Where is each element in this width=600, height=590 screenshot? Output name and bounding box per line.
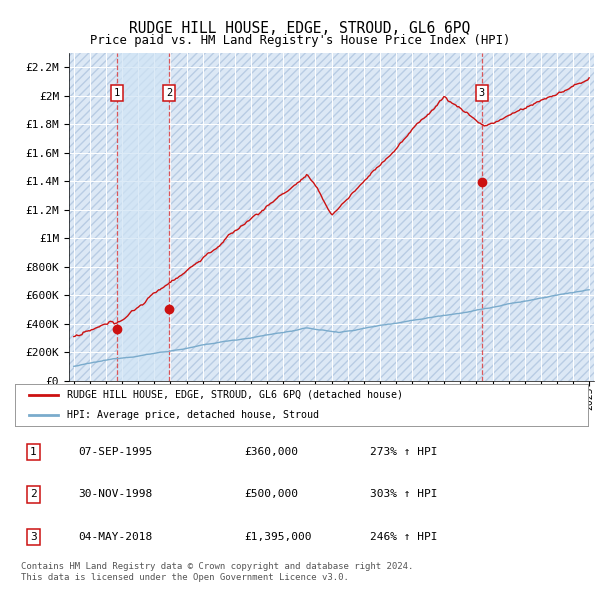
Text: Price paid vs. HM Land Registry's House Price Index (HPI): Price paid vs. HM Land Registry's House … xyxy=(90,34,510,47)
Text: 3: 3 xyxy=(30,532,37,542)
Text: 2: 2 xyxy=(166,88,172,98)
Text: 04-MAY-2018: 04-MAY-2018 xyxy=(78,532,152,542)
Text: RUDGE HILL HOUSE, EDGE, STROUD, GL6 6PQ (detached house): RUDGE HILL HOUSE, EDGE, STROUD, GL6 6PQ … xyxy=(67,390,403,400)
Text: 1: 1 xyxy=(114,88,120,98)
Text: 3: 3 xyxy=(479,88,485,98)
Bar xyxy=(117,53,169,381)
Text: 07-SEP-1995: 07-SEP-1995 xyxy=(78,447,152,457)
Text: £360,000: £360,000 xyxy=(244,447,298,457)
Text: £500,000: £500,000 xyxy=(244,490,298,499)
Text: 273% ↑ HPI: 273% ↑ HPI xyxy=(370,447,438,457)
Text: RUDGE HILL HOUSE, EDGE, STROUD, GL6 6PQ: RUDGE HILL HOUSE, EDGE, STROUD, GL6 6PQ xyxy=(130,21,470,35)
Text: 246% ↑ HPI: 246% ↑ HPI xyxy=(370,532,438,542)
Text: HPI: Average price, detached house, Stroud: HPI: Average price, detached house, Stro… xyxy=(67,409,319,419)
Text: 303% ↑ HPI: 303% ↑ HPI xyxy=(370,490,438,499)
Text: 30-NOV-1998: 30-NOV-1998 xyxy=(78,490,152,499)
Text: 1: 1 xyxy=(30,447,37,457)
Text: Contains HM Land Registry data © Crown copyright and database right 2024.
This d: Contains HM Land Registry data © Crown c… xyxy=(21,562,413,582)
Text: £1,395,000: £1,395,000 xyxy=(244,532,312,542)
Text: 2: 2 xyxy=(30,490,37,499)
